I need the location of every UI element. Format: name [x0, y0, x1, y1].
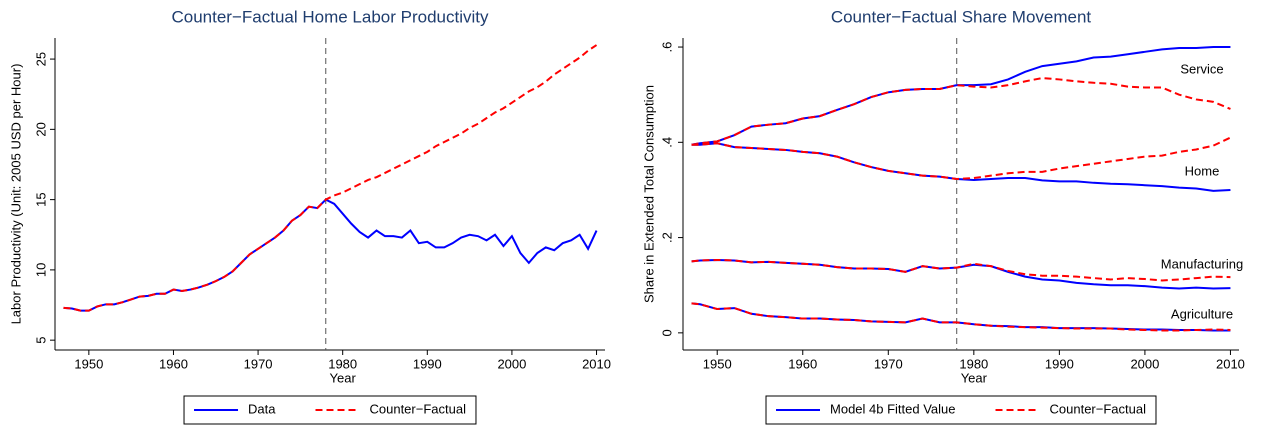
series-line	[63, 198, 598, 312]
y-tick-label: 5	[33, 337, 48, 344]
x-axis-title: Year	[961, 370, 988, 385]
series-line	[691, 258, 1231, 282]
x-tick-label: 1980	[959, 356, 988, 371]
legend-label: Counter−Factual	[1050, 401, 1147, 416]
legend-box	[765, 395, 1157, 425]
y-axis-title: Share in Extended Total Consumption	[641, 85, 656, 303]
series-line	[691, 46, 1231, 146]
y-tick-label: 25	[33, 52, 48, 66]
y-tick-label: 0	[659, 329, 674, 336]
sector-label: Manufacturing	[1161, 256, 1243, 271]
y-tick-label: 10	[33, 263, 48, 277]
sector-label: Agriculture	[1171, 306, 1233, 321]
x-tick-label: 1980	[328, 356, 357, 371]
x-tick-label: 1960	[159, 356, 188, 371]
x-tick-label: 2000	[1130, 356, 1159, 371]
legend-label: Counter−Factual	[369, 401, 466, 416]
x-tick-label: 1990	[1045, 356, 1074, 371]
x-tick-label: 2010	[582, 356, 611, 371]
x-tick-label: 2000	[497, 356, 526, 371]
chart-title: Counter−Factual Share Movement	[831, 7, 1092, 26]
x-tick-label: 1950	[703, 356, 732, 371]
x-tick-label: 1970	[244, 356, 273, 371]
series-line	[63, 44, 598, 312]
y-tick-label: .6	[659, 42, 674, 53]
x-tick-label: 1990	[413, 356, 442, 371]
series-line	[691, 302, 1231, 332]
series-line	[691, 136, 1231, 181]
sector-label: Home	[1185, 163, 1220, 178]
x-tick-label: 1970	[874, 356, 903, 371]
chart-title: Counter−Factual Home Labor Productivity	[171, 7, 489, 26]
legend-label: Model 4b Fitted Value	[830, 401, 956, 416]
y-tick-label: .4	[659, 137, 674, 148]
y-tick-label: 15	[33, 192, 48, 206]
x-tick-label: 1960	[788, 356, 817, 371]
legend: Model 4b Fitted Value Counter−Factual	[765, 395, 1157, 425]
sector-label: Service	[1180, 61, 1223, 76]
x-tick-label: 1950	[74, 356, 103, 371]
series-line	[691, 77, 1231, 146]
series-line	[691, 258, 1231, 290]
y-tick-label: 20	[33, 122, 48, 136]
legend: Data Counter−Factual	[183, 395, 477, 425]
y-tick-label: .2	[659, 232, 674, 243]
legend-label: Data	[248, 401, 276, 416]
series-line	[691, 142, 1231, 192]
y-axis-title: Labor Productivity (Unit: 2005 USD per H…	[8, 64, 23, 325]
x-axis-title: Year	[330, 370, 357, 385]
x-tick-label: 2010	[1216, 356, 1245, 371]
